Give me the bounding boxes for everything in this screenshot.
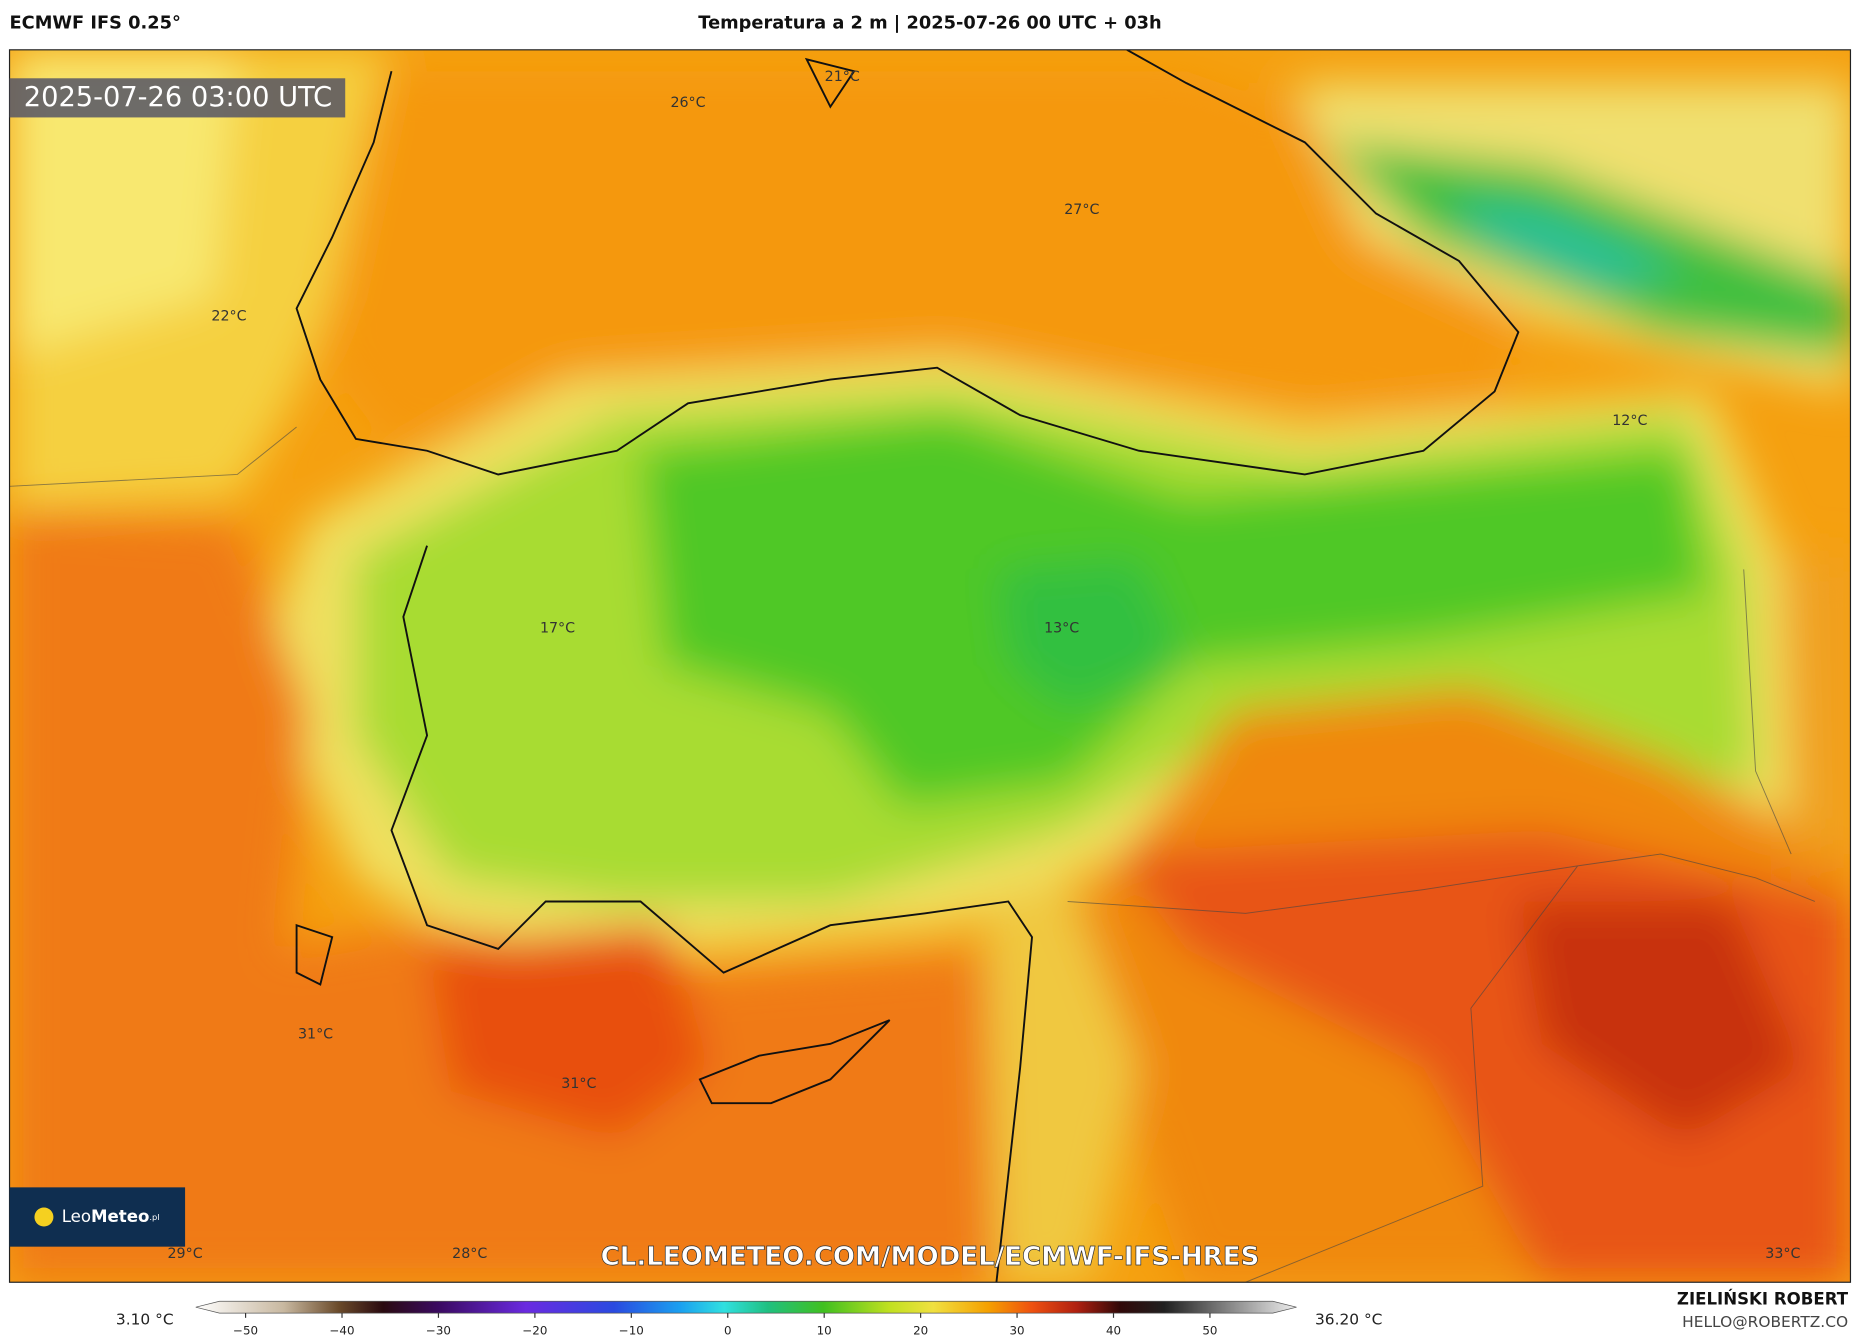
temperature-label: 13°C	[1044, 621, 1079, 637]
colorbar-tick-label: 30	[1010, 1323, 1025, 1337]
temperature-label: 29°C	[168, 1246, 203, 1262]
timestamp-box	[9, 78, 346, 118]
logo-suffix: .pl	[149, 1212, 159, 1222]
temperature-labels: 21°C 26°C 27°C 22°C 12°C 17°C 13°C 31°C 31°C 28°C…	[168, 69, 1801, 1262]
author: ZIELIŃSKI ROBERT	[1677, 1290, 1849, 1309]
colorbar-tick-label: 50	[1202, 1323, 1217, 1337]
colorbar-tick-label: −10	[619, 1323, 644, 1337]
colorbar-tick-label: −30	[426, 1323, 451, 1337]
colorbar	[195, 1300, 1297, 1314]
colorbar-tick-label: −50	[233, 1323, 258, 1337]
temperature-label: 28°C	[452, 1246, 487, 1262]
colorbar-tick-label: 10	[817, 1323, 832, 1337]
temperature-label: 12°C	[1612, 413, 1647, 429]
temperature-label: 33°C	[1765, 1246, 1800, 1262]
map	[9, 49, 1851, 1283]
logo-name: Leo	[62, 1207, 91, 1226]
borders	[9, 426, 1816, 1283]
colorbar-tick-label: −20	[522, 1323, 547, 1337]
colorbar-tick-label: 20	[913, 1323, 928, 1337]
logo-sun	[34, 1207, 54, 1227]
min-label: 3.10 °C	[116, 1311, 174, 1329]
temperature-label: 22°C	[211, 309, 246, 325]
temperature-label: 17°C	[540, 621, 575, 637]
temperature-label: 27°C	[1064, 202, 1099, 218]
temperature-label: 31°C	[298, 1026, 333, 1042]
timestamp: 2025-07-26 03:00 UTC	[24, 82, 332, 113]
colorbar-tick-label: −40	[329, 1323, 354, 1337]
max-label: 36.20 °C	[1315, 1311, 1382, 1329]
temperature-label: 26°C	[670, 95, 705, 111]
colorbar-ticks: −50 −40 −30 −20 −10 0 10 20 30 40 50	[233, 1313, 1217, 1337]
colorbar-tick-label: 40	[1106, 1323, 1121, 1337]
logo-name-bold: Meteo	[91, 1207, 149, 1226]
title: Temperatura a 2 m | 2025-07-26 00 UTC + …	[698, 13, 1161, 34]
logo: LeoMeteo.pl	[62, 1207, 160, 1226]
coastlines	[295, 49, 1520, 1283]
watermark: CL.LEOMETEO.COM/MODEL/ECMWF-IFS-HRES	[601, 1242, 1260, 1272]
model-name: ECMWF IFS 0.25°	[10, 13, 181, 34]
temperature-label: 21°C	[825, 69, 860, 85]
email: HELLO@ROBERTZ.CO	[1682, 1313, 1848, 1331]
temperature-label: 31°C	[561, 1076, 596, 1092]
colorbar-tick-label: 0	[724, 1323, 732, 1337]
